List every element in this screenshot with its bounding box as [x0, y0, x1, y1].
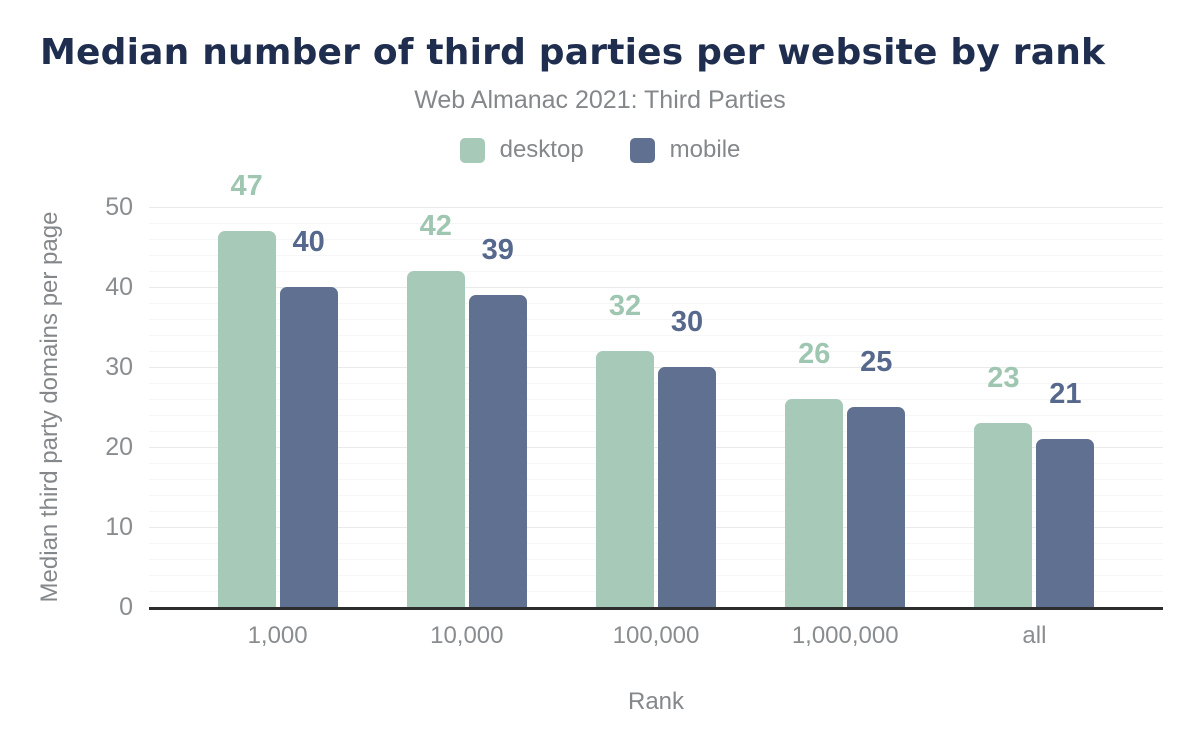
- bar-value-label: 32: [608, 290, 642, 322]
- legend-item-mobile[interactable]: mobile: [629, 136, 741, 164]
- y-tick-label: 50: [105, 193, 133, 221]
- bar-desktop-all[interactable]: 23: [974, 364, 1033, 607]
- x-tick-label: 1,000,000: [791, 622, 899, 649]
- bar-groups: 47 40 42 39 32 30 26 25 23 21: [149, 172, 1163, 607]
- chart-title: Median number of third parties per websi…: [40, 32, 1106, 73]
- bar-value-label: 23: [987, 362, 1020, 394]
- x-axis-title: Rank: [627, 688, 685, 715]
- bar-mobile-1000000[interactable]: 25: [847, 348, 906, 607]
- bar-group-1000000: 26 25: [751, 207, 940, 607]
- bar-desktop-100000[interactable]: 32: [596, 292, 654, 607]
- bar-value-label: 25: [860, 346, 893, 378]
- bar-value-label: 30: [670, 306, 704, 338]
- y-axis-ticks: 0 10 20 30 40 50: [33, 193, 133, 621]
- x-tick-label: all: [1022, 622, 1047, 649]
- bar-desktop-1000000[interactable]: 26: [785, 340, 844, 607]
- bar-value-label: 39: [481, 234, 514, 266]
- bar-mobile-10000[interactable]: 39: [468, 236, 527, 607]
- x-tick-label: 1,000: [247, 622, 308, 649]
- x-axis-ticks: 1,000 10,000 100,000 1,000,000 all: [149, 622, 1163, 650]
- bar-value-label: 21: [1049, 378, 1082, 410]
- bar-value-label: 42: [419, 210, 452, 242]
- legend-label: desktop: [499, 136, 584, 163]
- plot: 0 10 20 30 40 50 47 40 42 39 32 30 26 25 23 21 1,000 10…: [105, 172, 1163, 716]
- bar-group-10000: 42 39: [372, 207, 561, 607]
- bar-desktop-1000[interactable]: 47: [217, 172, 276, 607]
- y-tick-label: 10: [105, 513, 133, 541]
- legend-swatch-icon: [629, 137, 655, 163]
- bar-group-1000: 47 40: [183, 172, 372, 607]
- plot-area: 47 40 42 39 32 30 26 25 23 21: [149, 172, 1163, 610]
- chart-subtitle: Web Almanac 2021: Third Parties: [414, 86, 786, 114]
- bar-mobile-100000[interactable]: 30: [658, 308, 716, 607]
- bar-desktop-10000[interactable]: 42: [406, 212, 465, 607]
- bar-group-100000: 32 30: [561, 207, 750, 607]
- bar-group-all: 23 21: [940, 207, 1129, 607]
- legend-label: mobile: [669, 136, 741, 163]
- bar-value-label: 40: [292, 226, 325, 258]
- y-tick-label: 40: [105, 273, 133, 301]
- y-tick-label: 0: [119, 593, 133, 621]
- legend: desktop mobile: [0, 136, 1200, 164]
- y-tick-label: 20: [105, 433, 133, 461]
- x-tick-label: 100,000: [612, 622, 700, 649]
- x-tick-label: 10,000: [430, 622, 504, 649]
- bar-mobile-1000[interactable]: 40: [279, 228, 338, 607]
- legend-item-desktop[interactable]: desktop: [459, 136, 584, 164]
- bar-mobile-all[interactable]: 21: [1036, 380, 1095, 607]
- bar-value-label: 26: [798, 338, 831, 370]
- legend-swatch-icon: [459, 137, 485, 163]
- bar-value-label: 47: [230, 170, 263, 202]
- y-tick-label: 30: [105, 353, 133, 381]
